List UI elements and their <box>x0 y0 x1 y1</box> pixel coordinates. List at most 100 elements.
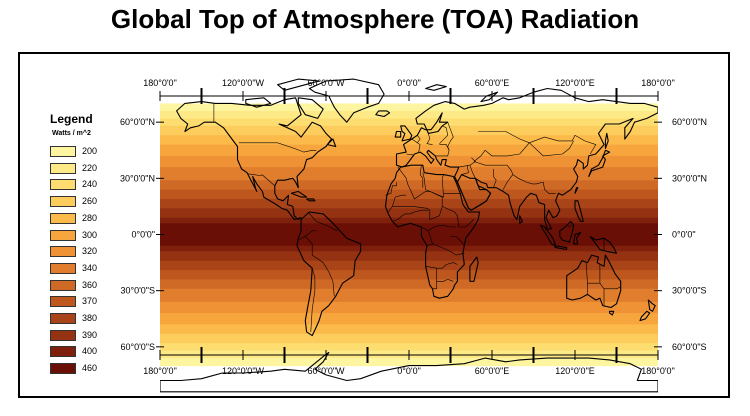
legend-swatch <box>50 146 76 157</box>
bottom-lon-label: 120°0'0"W <box>222 366 265 376</box>
legend-swatch <box>50 262 76 274</box>
top-lon-label: 180°0'0" <box>143 78 177 88</box>
left-lat-label: 60°0'0"S <box>120 342 155 352</box>
right-lat-label: 0°0'0" <box>672 230 696 240</box>
right-lat-label: 60°0'0"N <box>672 117 707 127</box>
top-lon-label: 120°0'0"E <box>555 78 595 88</box>
legend-label: 340 <box>82 262 98 273</box>
legend-swatch <box>50 162 76 174</box>
country-border <box>407 183 430 200</box>
top-lon-label: 60°0'0"W <box>307 78 345 88</box>
tasmania-outline <box>609 310 615 316</box>
raster-band <box>160 103 658 112</box>
country-border <box>392 209 429 222</box>
new-zealand-south-outline <box>639 310 651 322</box>
country-border <box>432 243 465 256</box>
ireland-outline <box>394 130 402 138</box>
cuba-outline <box>290 190 308 198</box>
country-border <box>397 166 408 184</box>
country-border <box>307 211 338 232</box>
legend-label: 200 <box>82 146 98 156</box>
hispaniola-outline <box>306 198 316 202</box>
raster-band <box>160 217 658 224</box>
raster-band <box>160 180 658 191</box>
legend-swatch <box>50 296 76 308</box>
sri-lanka-outline <box>519 215 523 224</box>
country-borders <box>213 103 621 332</box>
legend-swatch <box>50 313 76 324</box>
country-border <box>310 268 316 332</box>
raster-band <box>160 189 658 200</box>
raster-band <box>160 324 658 335</box>
bottom-lon-label: 60°0'0"W <box>307 366 345 376</box>
legend-label: 300 <box>82 229 98 240</box>
new-zealand-north-outline <box>647 299 656 312</box>
country-border <box>411 138 421 153</box>
country-border <box>428 224 456 232</box>
left-lat-label: 60°0'0"N <box>120 117 155 127</box>
great-britain-outline <box>400 125 413 142</box>
country-border <box>478 131 530 144</box>
taiwan-outline <box>574 187 579 194</box>
country-border <box>450 236 465 246</box>
country-border <box>388 194 407 213</box>
raster-band <box>160 288 658 303</box>
legend-label: 370 <box>82 296 98 307</box>
legend-swatch <box>50 363 76 375</box>
legend-swatch <box>50 246 76 258</box>
left-lat-label: 30°0'0"N <box>120 173 155 183</box>
top-lon-label: 180°0'0" <box>641 78 675 88</box>
raster-band <box>160 333 658 344</box>
country-border <box>435 144 450 157</box>
country-border <box>512 174 556 194</box>
country-border <box>567 224 573 228</box>
philippines-outline <box>574 200 584 222</box>
australia-outline <box>566 254 622 309</box>
eurasia-outline <box>395 87 658 230</box>
raster-band <box>160 358 658 367</box>
right-lat-label: 30°0'0"N <box>672 173 707 183</box>
country-border <box>439 125 449 144</box>
legend-swatch <box>50 196 76 208</box>
new-guinea-outline <box>589 235 618 254</box>
legend-label: 220 <box>82 162 98 173</box>
country-border <box>469 165 476 179</box>
country-border <box>392 191 443 220</box>
newfoundland-outline <box>326 138 337 148</box>
baffin-island-outline <box>297 97 324 119</box>
legend-title: Legend <box>50 112 93 126</box>
raster-band <box>160 118 658 127</box>
country-border <box>238 142 317 153</box>
raster-band <box>160 313 658 325</box>
arabia-fill-outline <box>456 174 492 211</box>
sulawesi-outline <box>573 232 582 245</box>
raster-band <box>160 110 658 120</box>
continent-outlines <box>160 78 658 393</box>
raster-band <box>160 251 658 262</box>
left-lat-label: 0°0'0" <box>131 230 155 240</box>
north-america-outline <box>176 97 333 221</box>
graticule <box>156 88 662 363</box>
graticule-labels: 180°0'0" 180°0'0" 120°0'0"W 120°0'0"W 60°0'0… <box>120 78 707 376</box>
madagascar-outline <box>469 256 479 282</box>
legend-swatch <box>50 212 76 224</box>
japan-outline <box>588 149 611 178</box>
radiation-raster <box>160 103 658 367</box>
country-border <box>529 140 574 157</box>
legend-label: 360 <box>82 279 98 290</box>
country-border <box>298 230 317 241</box>
left-lat-label: 30°0'0"S <box>120 286 155 296</box>
country-border <box>426 133 433 145</box>
country-border <box>417 135 421 143</box>
country-border <box>421 226 433 246</box>
bottom-lon-label: 60°0'0"E <box>475 366 510 376</box>
legend-label: 460 <box>82 363 98 374</box>
country-border <box>442 206 475 228</box>
legend-label: 380 <box>82 313 98 323</box>
country-border <box>604 286 621 290</box>
raster-band <box>160 167 658 181</box>
raster-band <box>160 245 658 252</box>
legend-swatch <box>50 279 76 291</box>
legend-swatch <box>50 179 76 191</box>
